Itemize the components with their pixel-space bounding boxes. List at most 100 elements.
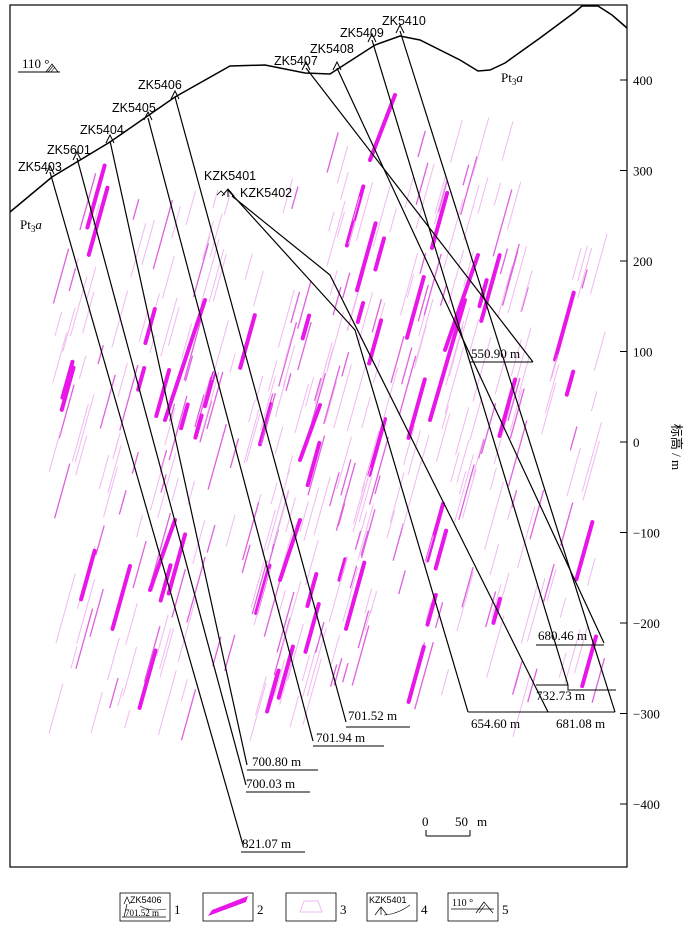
ore-vein xyxy=(90,691,103,734)
ore-vein xyxy=(443,198,464,269)
ore-vein xyxy=(414,642,434,710)
ore-vein xyxy=(157,452,177,519)
figure-frame xyxy=(9,4,628,868)
ore-vein xyxy=(186,556,206,623)
ore-vein xyxy=(389,208,397,233)
orientation-symbol: 110 ° xyxy=(18,56,60,73)
ore-vein xyxy=(131,452,139,474)
scale-bar-zero: 0 xyxy=(422,814,429,829)
ore-vein xyxy=(52,248,70,304)
ore-vein xyxy=(425,601,432,623)
ore-vein xyxy=(79,548,97,602)
ore-vein xyxy=(405,275,426,340)
ore-vein xyxy=(118,490,127,515)
ore-vein xyxy=(373,236,386,272)
ore-vein xyxy=(364,588,373,614)
ore-vein xyxy=(286,455,294,475)
ore-vein xyxy=(246,413,261,462)
ore-vein xyxy=(284,337,292,362)
ore-vein xyxy=(229,353,236,373)
ore-vein xyxy=(60,359,75,400)
ore-vein xyxy=(564,369,576,397)
ore-vein xyxy=(542,564,555,603)
axis-tick-label: 400 xyxy=(633,73,653,88)
ore-vein xyxy=(342,272,351,299)
ore-vein xyxy=(520,584,538,644)
ore-vein xyxy=(337,557,348,582)
ore-vein xyxy=(357,610,370,649)
ore-vein xyxy=(124,710,131,729)
ore-vein xyxy=(166,532,188,596)
ore-vein xyxy=(454,453,475,523)
ore-vein xyxy=(159,628,172,670)
ore-vein xyxy=(332,286,342,316)
ore-vein xyxy=(392,523,405,561)
ore-vein xyxy=(371,299,383,333)
ore-vein xyxy=(152,200,174,270)
ore-vein xyxy=(511,670,520,695)
ore-vein xyxy=(154,368,172,418)
ore-vein xyxy=(194,394,205,428)
ore-vein xyxy=(460,156,478,215)
ore-vein xyxy=(270,482,278,505)
ore-vein xyxy=(314,621,325,653)
ore-vein xyxy=(589,233,608,295)
borehole-line-zk5410 xyxy=(399,30,616,713)
depth-labels: 821.07 m 700.03 m 700.80 m 701.94 m 701.52 m… xyxy=(241,346,616,853)
ore-vein xyxy=(456,439,470,483)
ore-vein xyxy=(326,200,346,267)
ore-vein xyxy=(335,462,356,531)
ore-vein xyxy=(253,270,264,307)
ore-vein xyxy=(159,628,174,678)
legend-sample-name: ZK5406 xyxy=(130,895,162,905)
ore-vein xyxy=(89,588,104,637)
ore-vein xyxy=(529,489,545,540)
ore-vein xyxy=(268,668,281,703)
ore-vein xyxy=(361,396,371,429)
ore-vein xyxy=(75,608,94,669)
ore-vein xyxy=(183,319,202,381)
ore-vein xyxy=(300,313,312,341)
ore-vein xyxy=(130,222,147,278)
ore-vein xyxy=(415,163,435,229)
ore-vein xyxy=(290,291,301,324)
ore-vein xyxy=(68,268,77,292)
ore-vein xyxy=(111,290,129,348)
ore-vein xyxy=(324,381,338,423)
depth-label-zk5408: 680.46 m xyxy=(538,628,587,643)
ore-vein xyxy=(82,291,95,334)
legend: ZK5406 701.52 m 1 2 3 KZK5401 4 xyxy=(119,892,509,922)
ore-vein xyxy=(486,615,505,679)
scale-bar-unit: m xyxy=(477,814,487,829)
ore-vein xyxy=(337,503,346,526)
legend-number-3: 3 xyxy=(340,902,347,917)
ore-vein xyxy=(122,646,138,697)
ore-vein xyxy=(462,469,477,519)
ore-vein xyxy=(461,566,474,608)
ore-vein xyxy=(398,355,417,416)
ore-vein xyxy=(406,377,427,440)
depth-label-zk5404: 700.80 m xyxy=(252,754,301,769)
ore-vein xyxy=(180,678,188,702)
ore-vein xyxy=(497,265,513,317)
ore-vein xyxy=(62,307,76,352)
ore-vein xyxy=(577,247,593,299)
depth-label-zk5405: 701.94 m xyxy=(316,730,365,745)
ore-vein xyxy=(158,563,173,603)
ore-vein xyxy=(455,407,470,455)
ore-vein xyxy=(75,435,88,476)
ore-vein xyxy=(472,117,490,176)
ore-vein xyxy=(587,557,596,586)
ore-vein xyxy=(287,623,304,681)
axis-tick-label: −100 xyxy=(633,526,660,541)
ore-vein xyxy=(449,119,463,163)
ore-veins xyxy=(48,93,608,741)
ore-vein xyxy=(398,570,406,595)
axis-tick-label: −400 xyxy=(633,797,660,812)
ore-vein xyxy=(553,290,576,362)
ore-vein xyxy=(526,577,546,642)
ore-vein xyxy=(109,677,119,709)
ore-vein xyxy=(86,266,97,300)
ore-vein xyxy=(360,509,376,559)
ore-vein xyxy=(414,298,434,363)
